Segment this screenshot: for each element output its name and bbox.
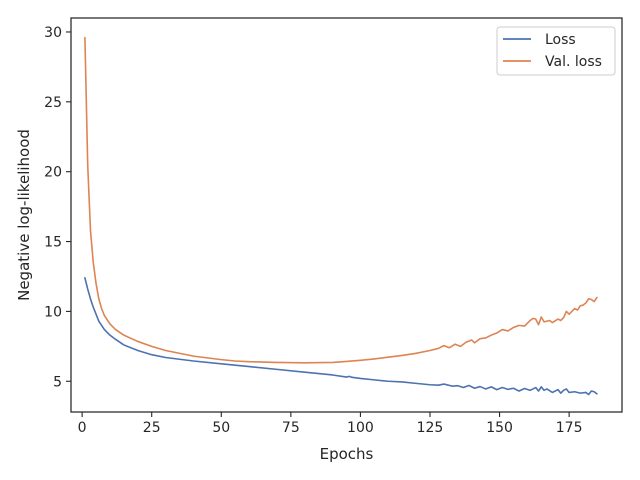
legend-label-0: Loss [545,32,576,48]
x-tick-label: 175 [556,420,583,436]
y-tick-label: 30 [44,25,62,41]
y-axis-label: Negative log-likelihood [15,129,33,301]
series-line-0 [84,277,598,396]
y-tick-label: 5 [53,374,62,390]
y-axis-ticks: 5 10 15 20 25 30 [44,25,71,390]
x-tick-label: 0 [78,420,87,436]
series-line-1 [84,36,598,364]
x-axis-label: Epochs [320,445,374,463]
legend-label-1: Val. loss [545,54,602,70]
legend: Loss Val. loss [496,26,616,76]
plot-area [84,36,598,396]
y-tick-label: 10 [44,304,62,320]
x-tick-label: 75 [282,420,300,436]
x-tick-label: 125 [417,420,444,436]
axes-frame [70,17,623,413]
y-tick-label: 25 [44,95,62,111]
y-tick-label: 15 [44,235,62,251]
x-tick-label: 150 [486,420,513,436]
y-tick-label: 20 [44,165,62,181]
x-tick-label: 50 [212,420,230,436]
x-tick-label: 25 [143,420,161,436]
x-tick-label: 100 [347,420,374,436]
x-axis-ticks: 0 25 50 75 100 125 150 175 [78,412,583,436]
